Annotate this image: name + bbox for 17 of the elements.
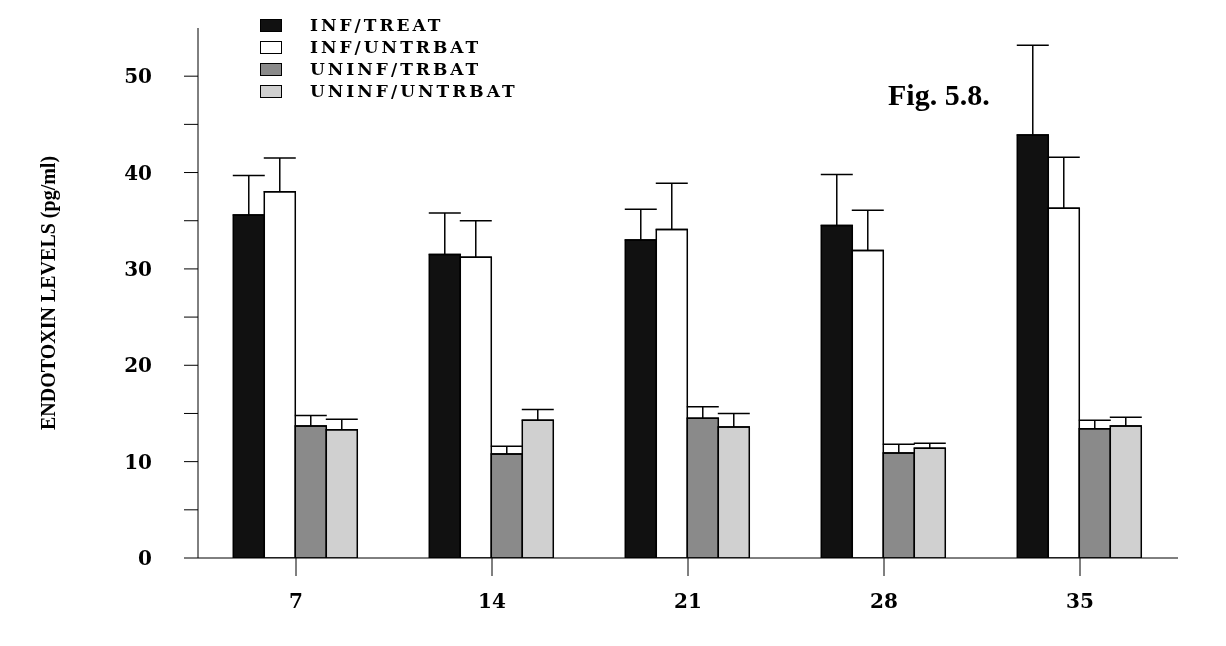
annotation: Fig. 5.8. [888, 78, 990, 112]
y-tick-label: 30 [124, 257, 152, 282]
y-tick-label: 0 [138, 546, 152, 571]
x-tick-label: 21 [674, 589, 702, 614]
y-axis-title: ENDOTOXIN LEVELS (pg/ml) [37, 155, 61, 431]
legend-label: INF/UNTRBAT [310, 36, 482, 58]
legend-label: UNINF/UNTRBAT [310, 80, 518, 102]
y-tick-label: 10 [124, 449, 152, 474]
y-tick-label: 40 [124, 160, 152, 185]
y-tick-label: 20 [124, 353, 152, 378]
x-tick-label: 28 [870, 589, 898, 614]
legend-label: INF/TREAT [310, 14, 444, 36]
legend-label: UNINF/TRBAT [310, 58, 482, 80]
x-tick-label: 14 [478, 589, 506, 614]
y-tick-label: 50 [124, 64, 152, 89]
x-tick-label: 7 [289, 589, 303, 614]
x-tick-label: 35 [1066, 589, 1094, 614]
